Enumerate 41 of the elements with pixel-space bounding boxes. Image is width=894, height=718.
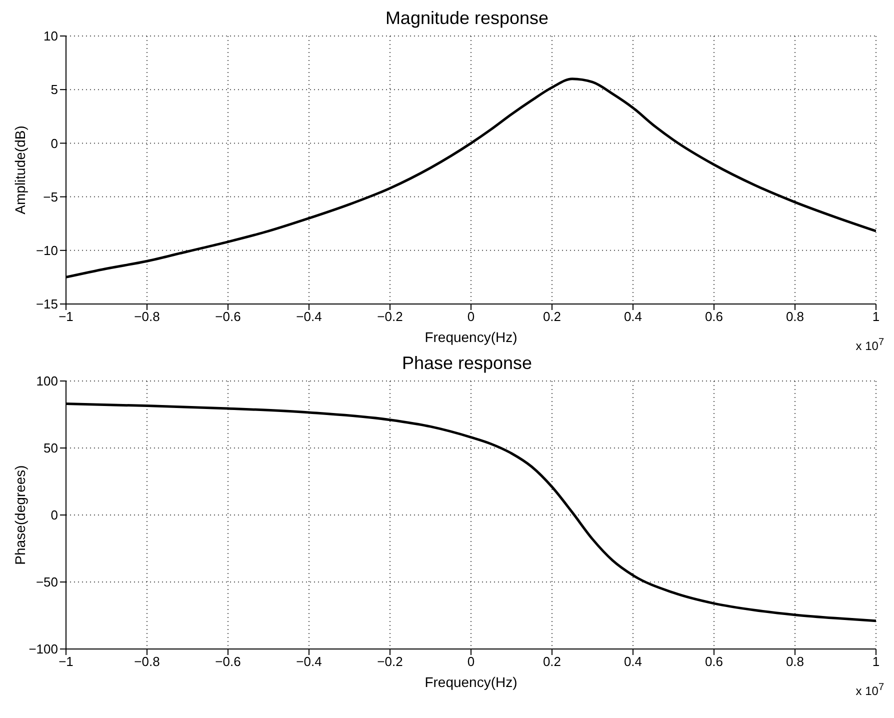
y-tick-label: 0 [50, 508, 58, 523]
x-tick-label: −1 [58, 654, 74, 670]
x-tick-label: −1 [58, 309, 74, 324]
x-tick-label: −0.4 [296, 654, 322, 670]
x-tick-label: 0 [467, 654, 475, 670]
chart-title: Phase response [400, 353, 534, 375]
chart-title: Magnitude response [384, 8, 550, 30]
x-axis-title: Frequency(Hz) [424, 329, 518, 345]
y-tick-label: 5 [50, 82, 58, 98]
x-axis-title: Frequency(Hz) [424, 674, 518, 690]
y-tick-label: −100 [28, 642, 58, 657]
x-tick-label: −0.8 [134, 654, 160, 670]
x-tick-label: −0.6 [215, 309, 241, 324]
x-tick-label: 1 [872, 654, 880, 670]
y-tick-label: −15 [36, 296, 58, 312]
text: x 10$^{7}$ [856, 337, 884, 353]
y-tick-label: −50 [36, 574, 58, 590]
x-tick-label: −0.2 [377, 309, 403, 324]
x-tick-label: −0.6 [215, 654, 241, 670]
x-tick-label: 0.8 [786, 654, 804, 670]
x-tick-label: 0.6 [704, 309, 724, 324]
x-tick-label: −0.4 [296, 309, 322, 324]
y-axis-title: Amplitude(dB) [12, 126, 28, 214]
x-tick-label: −0.8 [134, 309, 160, 324]
y-axis-title: Phase(degrees) [12, 465, 28, 565]
x-tick-label: 0.2 [542, 309, 562, 324]
x-tick-label: 0.2 [542, 654, 562, 670]
x-tick-label: −0.2 [377, 654, 403, 670]
text: x 10$^{7}$ [856, 682, 884, 698]
x-tick-label: 0.4 [624, 309, 642, 324]
y-tick-label: 50 [44, 440, 58, 456]
y-tick-label: −10 [36, 243, 58, 258]
x-tick-label: 1 [872, 309, 880, 324]
y-tick-label: 0 [50, 136, 58, 151]
x-tick-label: 0.4 [624, 654, 642, 670]
y-tick-label: 100 [36, 374, 58, 389]
y-tick-label: 10 [44, 28, 58, 44]
x-tick-label: 0 [467, 309, 475, 324]
x-tick-label: 0.8 [786, 309, 804, 324]
x-tick-label: 0.6 [704, 654, 724, 670]
y-tick-label: −5 [43, 189, 58, 204]
